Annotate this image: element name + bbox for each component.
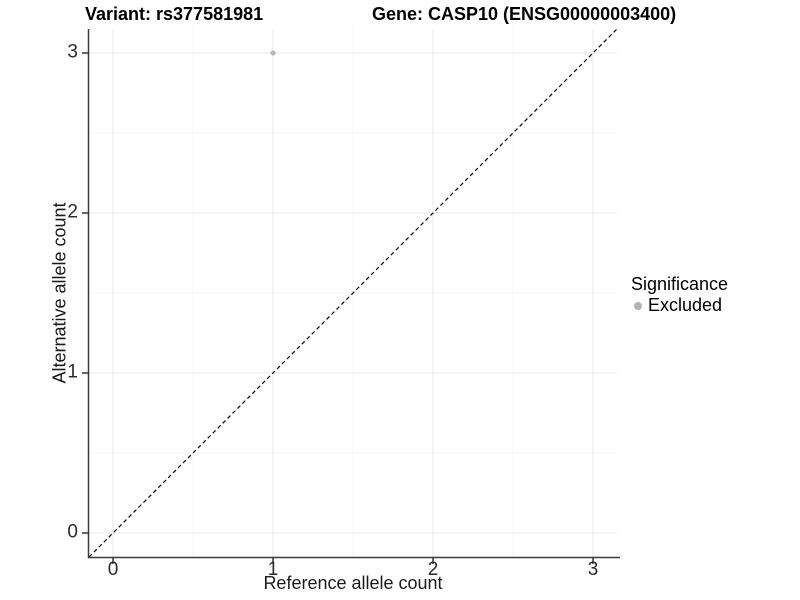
y-axis-tick-label: 3 xyxy=(67,41,78,63)
legend-entry-label: Excluded xyxy=(648,295,723,315)
plot-title-variant: Variant: rs377581981 xyxy=(85,4,264,24)
x-axis-tick-label: 1 xyxy=(267,559,279,580)
legend-entry: Excluded xyxy=(631,295,728,316)
y-axis-tick-label: 2 xyxy=(67,201,78,223)
y-axis-tick-label: 0 xyxy=(67,521,78,543)
x-axis-title: Reference allele count xyxy=(263,573,443,593)
x-axis-tick-label: 0 xyxy=(107,559,119,580)
legend: Significance Excluded xyxy=(631,274,728,316)
y-axis-title: Alternative allele count xyxy=(49,202,70,384)
identity-reference-line xyxy=(88,28,618,558)
legend-title: Significance xyxy=(631,274,729,294)
data-point xyxy=(270,50,276,56)
x-axis-tick-label: 2 xyxy=(427,559,439,580)
x-axis-tick-label: 3 xyxy=(587,559,599,580)
y-axis-tick-label: 1 xyxy=(67,361,78,383)
legend-point-swatch-icon xyxy=(634,301,642,310)
plot-title-gene: Gene: CASP10 (ENSG00000003400) xyxy=(372,4,677,24)
